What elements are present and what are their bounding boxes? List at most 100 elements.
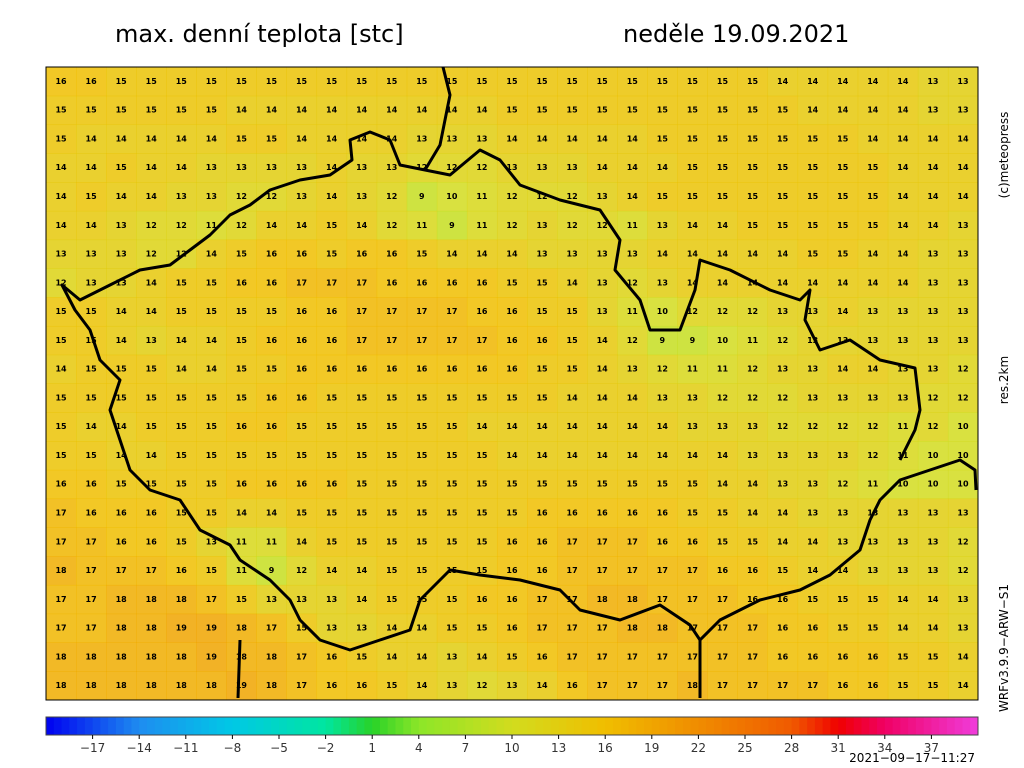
temperature-cell	[106, 67, 137, 97]
temperature-label: 13	[296, 192, 307, 201]
temperature-cell	[166, 642, 197, 672]
temperature-cell	[677, 325, 708, 356]
colorbar-tick-label: 4	[415, 741, 423, 755]
temperature-label: 14	[807, 77, 819, 86]
temperature-label: 15	[326, 422, 338, 431]
temperature-cell	[466, 210, 498, 241]
temperature-label: 13	[597, 250, 608, 259]
copyright: (c)meteopress	[997, 112, 1011, 199]
colorbar-tick-label: 13	[551, 741, 566, 755]
temperature-label: 15	[416, 393, 428, 402]
temperature-label: 15	[867, 221, 879, 230]
temperature-cell	[316, 584, 348, 615]
temperature-cell	[76, 642, 107, 672]
temperature-cell	[617, 527, 648, 557]
temperature-label: 14	[927, 163, 939, 172]
temperature-cell	[827, 210, 859, 241]
temperature-label: 14	[567, 422, 579, 431]
colorbar-segment	[100, 717, 109, 735]
colorbar-segment	[395, 717, 404, 735]
temperature-label: 16	[386, 365, 398, 374]
temperature-cell	[677, 124, 708, 154]
map-grid: 16 16 15 15 15 15 15 15 15 15 15 15 15 15 15 15 15 15 15 15…	[46, 67, 979, 701]
temperature-label: 13	[356, 624, 367, 633]
temperature-label: 16	[837, 652, 849, 661]
temperature-label: 16	[296, 480, 308, 489]
temperature-label: 15	[86, 307, 98, 316]
temperature-label: 18	[55, 566, 67, 575]
temperature-label: 12	[146, 250, 157, 259]
temperature-label: 16	[506, 365, 518, 374]
temperature-cell	[947, 584, 979, 615]
temperature-label: 15	[717, 134, 729, 143]
temperature-label: 16	[266, 393, 278, 402]
temperature-label: 14	[867, 134, 879, 143]
temperature-label: 15	[176, 393, 188, 402]
temperature-cell	[106, 239, 137, 269]
temperature-label: 14	[597, 451, 609, 460]
temperature-cell	[346, 613, 378, 643]
temperature-cell	[857, 153, 889, 183]
colorbar-segment	[612, 717, 622, 735]
temperature-label: 14	[416, 624, 428, 633]
resolution: res.2km	[997, 356, 1011, 404]
temperature-cell	[887, 613, 919, 643]
temperature-label: 12	[416, 163, 427, 172]
temperature-cell	[196, 671, 227, 701]
temperature-label: 15	[116, 393, 128, 402]
temperature-cell	[797, 441, 829, 471]
temperature-cell	[46, 95, 77, 126]
temperature-cell	[827, 527, 859, 557]
temperature-label: 19	[206, 652, 218, 661]
temperature-label: 10	[446, 192, 458, 201]
temperature-label: 17	[747, 624, 758, 633]
temperature-label: 15	[807, 250, 819, 259]
temperature-label: 13	[356, 163, 367, 172]
temperature-cell	[316, 671, 348, 701]
temperature-cell	[286, 182, 318, 212]
temperature-cell	[496, 671, 528, 701]
temperature-label: 11	[236, 537, 248, 546]
temperature-label: 15	[416, 566, 428, 575]
colorbar-tick-label: 28	[784, 741, 799, 755]
temperature-label: 16	[506, 566, 518, 575]
temperature-cell	[286, 527, 318, 557]
temperature-cell	[376, 153, 408, 183]
colorbar-segment	[651, 717, 661, 735]
temperature-cell	[316, 527, 348, 557]
temperature-label: 15	[206, 278, 218, 287]
temperature-label: 16	[597, 508, 609, 517]
temperature-cell	[947, 325, 979, 356]
temperature-cell	[707, 297, 738, 327]
temperature-label: 15	[416, 77, 428, 86]
temperature-label: 13	[506, 681, 517, 690]
temperature-cell	[767, 469, 799, 500]
temperature-cell	[136, 556, 167, 586]
temperature-cell	[647, 67, 678, 97]
temperature-cell	[406, 383, 438, 413]
temperature-cell	[917, 556, 949, 586]
temperature-label: 18	[55, 652, 67, 661]
temperature-cell	[917, 268, 949, 298]
temperature-label: 14	[86, 422, 98, 431]
temperature-label: 15	[687, 106, 699, 115]
temperature-cell	[707, 527, 738, 557]
temperature-cell	[316, 498, 348, 528]
temperature-label: 14	[386, 624, 398, 633]
temperature-cell	[196, 498, 227, 528]
temperature-label: 14	[356, 221, 368, 230]
temperature-cell	[226, 527, 257, 557]
temperature-cell	[496, 124, 528, 154]
temperature-label: 16	[326, 307, 338, 316]
temperature-cell	[827, 182, 859, 212]
temperature-cell	[617, 498, 648, 528]
temperature-label: 17	[296, 278, 307, 287]
temperature-label: 17	[86, 537, 97, 546]
temperature-label: 17	[747, 652, 758, 661]
temperature-cell	[587, 498, 618, 528]
temperature-label: 15	[176, 422, 188, 431]
temperature-cell	[947, 383, 979, 413]
temperature-label: 16	[296, 365, 308, 374]
temperature-label: 12	[957, 393, 968, 402]
temperature-label: 13	[837, 537, 848, 546]
